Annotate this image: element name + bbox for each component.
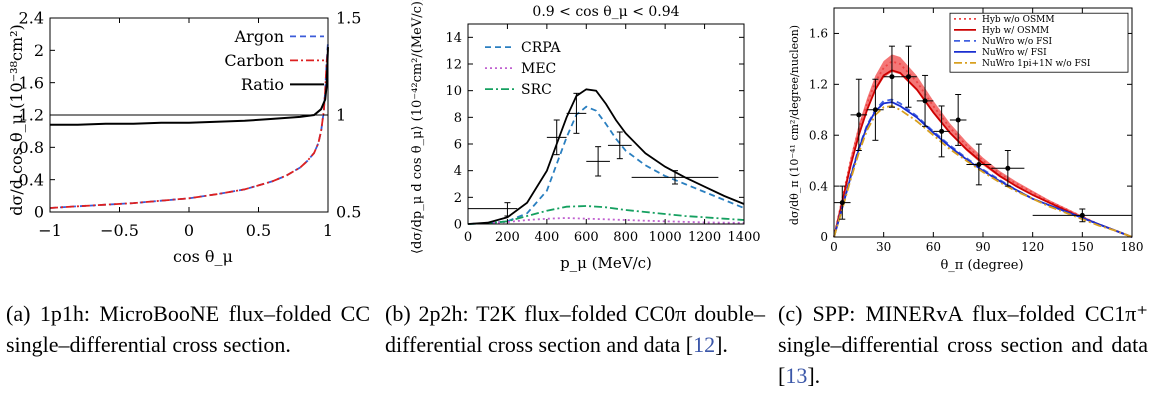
y-tick-label: 0.4: [19, 170, 44, 189]
y-tick-label: 14: [445, 31, 462, 46]
data-point: [839, 200, 845, 206]
x-tick-label: 0: [184, 221, 194, 240]
series-line-1: [467, 217, 745, 225]
y-tick-label: 1.6: [19, 73, 44, 92]
y-tick-label: 12: [445, 58, 462, 73]
caption-c: (c) SPP: MINERvA flux–folded CC1π⁺ singl…: [778, 301, 1148, 388]
x-tick-label: 400: [534, 230, 559, 245]
x-tick-label: 200: [495, 230, 520, 245]
chart-panel-c: dσ/dθ_π (10⁻⁴¹ cm²/degree/nucleon) θ_π (…: [788, 7, 1144, 273]
y-tick-label: 2.4: [19, 9, 44, 28]
data-point: [1005, 165, 1011, 171]
y-tick-label: 1.6: [809, 27, 828, 41]
y-tick-label: 0.4: [809, 179, 828, 193]
y-tick-label: 1.2: [809, 78, 828, 92]
legend-label: NuWro 1pi+1N w/o FSI: [982, 59, 1091, 69]
y-tick-label: 0: [820, 230, 828, 244]
plot-area: 0 30 60 90 120 150 180 0 0.4 0.8 1.2 1.6 Hyb w/o OSM…: [809, 7, 1144, 254]
error-band: [834, 54, 1132, 237]
y-tick-label: 10: [445, 84, 462, 99]
series-line-2: [833, 98, 1133, 238]
y2-tick-label: 0.5: [336, 203, 361, 222]
chart-title: 0.9 < cos θ_μ < 0.94: [532, 4, 679, 20]
caption-a: (a) 1p1h: MicroBooNE flux–folded CC sing…: [6, 301, 370, 357]
y-tick-label: 1.2: [19, 106, 44, 125]
x-tick-label: −0.5: [100, 221, 139, 240]
legend-label: Ratio: [241, 75, 284, 94]
y-axis-label: dσ/d cos θ_μ (10⁻³⁸cm²): [7, 24, 26, 216]
x-axis-label: p_μ (MeV/c): [560, 254, 652, 272]
x-tick-label: 1000: [649, 230, 682, 245]
data-point: [922, 98, 928, 104]
y-tick-label: 2: [34, 41, 44, 60]
y-axis-label: dσ/dθ_π (10⁻⁴¹ cm²/degree/nucleon): [788, 25, 801, 225]
x-tick-label: 800: [613, 230, 638, 245]
series-line-0: [467, 105, 745, 225]
data-point: [939, 128, 945, 134]
x-tick-label: 600: [574, 230, 599, 245]
x-tick-label: 0: [830, 240, 838, 254]
series-line-3: [467, 88, 745, 225]
legend-label: Carbon: [224, 51, 284, 70]
x-tick-label: 60: [926, 240, 941, 254]
x-axis-label: cos θ_μ: [173, 247, 233, 266]
data-point: [976, 161, 982, 167]
legend-label: Argon: [234, 27, 284, 46]
x-axis-label: θ_π (degree): [940, 258, 1023, 273]
x-tick-label: 120: [1021, 240, 1044, 254]
y2-tick-label: 1: [336, 106, 346, 125]
data-point: [1079, 212, 1085, 218]
x-tick-label: 1: [323, 221, 333, 240]
chart-panel-a: dσ/d cos θ_μ (10⁻³⁸cm²) cos θ_μ −1 −0.5 0 0…: [7, 9, 362, 266]
y-tick-label: 8: [454, 111, 462, 126]
data-point: [906, 74, 911, 80]
legend-label: NuWro w/ FSI: [982, 48, 1047, 58]
x-tick-label: −1: [38, 221, 62, 240]
series-line-2: [50, 47, 329, 126]
legend-label: NuWro w/o FSI: [982, 37, 1053, 47]
legend-label: Hyb w/o OSMM: [982, 15, 1055, 25]
y2-tick-label: 1.5: [336, 9, 361, 28]
series-line-2: [467, 205, 745, 225]
x-tick-label: 0: [464, 230, 472, 245]
x-tick-label: 1400: [727, 230, 760, 245]
legend-label: CRPA: [521, 40, 561, 56]
y-axis-label: ⟨dσ/dp_μ d cos θ_μ⟩ (10⁻⁴²cm²/(MeV/c)): [410, 0, 425, 254]
series-line-3: [833, 101, 1133, 238]
y-tick-label: 2: [454, 191, 462, 206]
x-tick-label: 180: [1121, 240, 1144, 254]
x-tick-label: 1200: [688, 230, 721, 245]
legend-label: SRC: [521, 82, 552, 98]
y-tick-label: 0: [34, 203, 44, 222]
series-line-0: [833, 60, 1133, 238]
y-tick-label: 6: [454, 138, 462, 153]
x-tick-label: 90: [975, 240, 990, 254]
x-tick-label: 150: [1071, 240, 1094, 254]
legend-box: [949, 12, 1129, 73]
series-line-1: [49, 50, 329, 209]
legend-label: Hyb w/ OSMM: [982, 26, 1049, 36]
data-point: [856, 112, 862, 118]
chart-panel-b: 0.9 < cos θ_μ < 0.94 ⟨dσ/dp_μ d cos θ_μ⟩…: [410, 0, 761, 272]
series-line-1: [833, 69, 1133, 238]
x-tick-label: 30: [876, 240, 891, 254]
plot-frame: [467, 23, 745, 225]
citation-link[interactable]: 12: [693, 332, 716, 357]
citation-link[interactable]: 13: [785, 363, 808, 388]
data-point: [955, 117, 961, 123]
plot-area: 0 200 400 600 800 1000 1200 1400 0 2 4 6 8 10 12 14 CRPA…: [445, 23, 761, 245]
series-line-4: [833, 105, 1133, 238]
data-point: [889, 74, 895, 80]
data-point: [872, 107, 878, 113]
y-tick-label: 0.8: [19, 138, 44, 157]
y-tick-label: 4: [454, 164, 462, 179]
x-tick-label: 0.5: [246, 221, 271, 240]
plot-area: −1 −0.5 0 0.5 100.40.81.21.622.40.511.5Argon…: [19, 9, 362, 240]
y-tick-label: 0.8: [809, 128, 828, 142]
legend-label: MEC: [521, 61, 556, 77]
y-tick-label: 0: [454, 218, 462, 233]
caption-b: (b) 2p2h: T2K flux–folded CC0π double–di…: [385, 301, 765, 357]
